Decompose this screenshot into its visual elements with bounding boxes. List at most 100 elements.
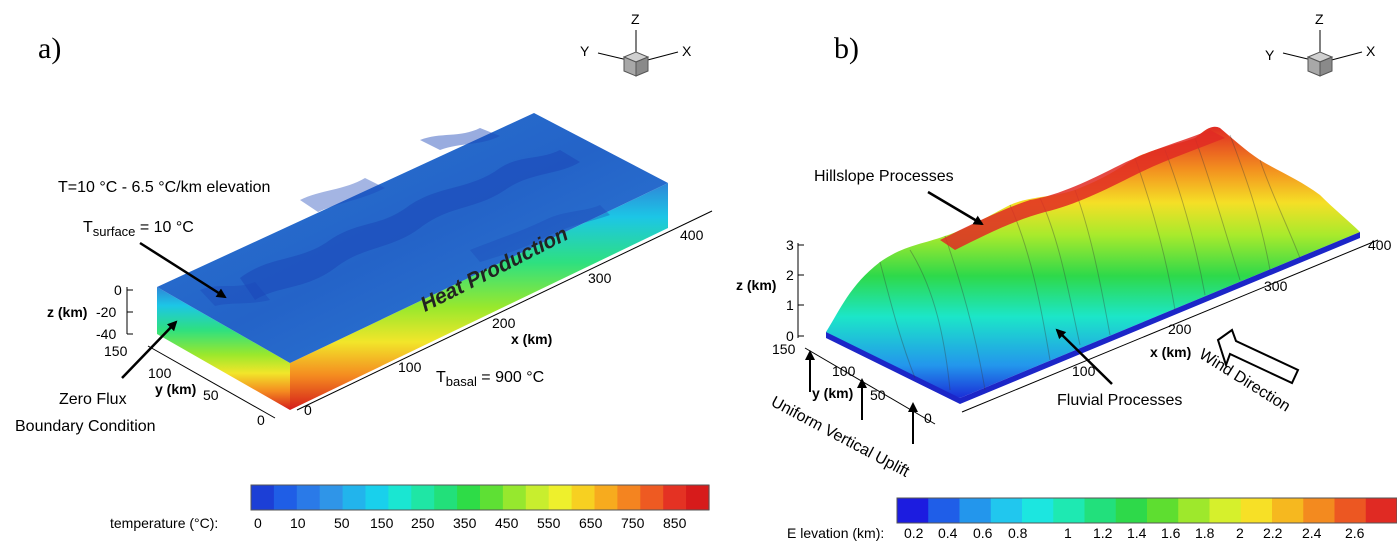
temperature-swatch [525,485,550,510]
x-axis-a: 0 100 200 300 400 x (km) [296,210,713,418]
elevation-swatch [1303,498,1336,523]
x-tick-b: 400 [1368,237,1392,253]
temperature-swatch [365,485,389,510]
z-tick-a: -20 [96,304,116,320]
temperature-tick: 150 [370,515,394,531]
z-tick-b: 0 [786,328,794,344]
elevation-swatch [1334,498,1367,523]
x-tick-a: 300 [588,270,612,286]
z-axis-a: 0 -20 -40 z (km) [47,282,133,342]
orientation-cube-icon-b: Z Y X [1265,11,1376,77]
y-axis-b: 150 100 50 0 y (km) [772,341,936,426]
z-tick-b: 2 [786,267,794,283]
elevation-tick: 0.4 [938,525,958,541]
axis-icon-z-label: Z [1315,11,1324,27]
temperature-tick: 50 [334,515,350,531]
elevation-swatch [1022,498,1054,523]
z-axis-label-a: z (km) [47,304,87,320]
x-axis-label-a: x (km) [511,331,552,347]
temperature-colorbar [250,484,710,511]
temperature-colorbar-ticks: 0 10 50 150 250 350 450 550 650 750 850 [254,515,687,531]
uplift-label: Uniform Vertical Uplift [768,394,912,481]
y-axis-a: 150 100 50 0 y (km) [104,343,276,428]
temperature-swatch [388,485,412,510]
temperature-swatch [663,485,687,510]
z-tick-a: 0 [114,282,122,298]
wind-direction-indicator: Wind Direction [1196,328,1300,416]
x-tick-a: 400 [680,227,704,243]
elevation-swatch [1053,498,1086,523]
x-tick-b: 300 [1264,278,1288,294]
hillslope-label: Hillslope Processes [814,168,954,185]
elevation-tick: 2.6 [1345,525,1365,541]
elevation-swatch [1115,498,1148,523]
x-tick-a: 0 [304,402,312,418]
y-tick-a: 0 [257,412,265,428]
elevation-swatch [1147,498,1179,523]
elevation-swatch [990,498,1023,523]
elevation-swatch [1209,498,1242,523]
temperature-tick: 750 [621,515,645,531]
elevation-tick: 1 [1064,525,1072,541]
axis-icon-z-label: Z [631,11,640,27]
elevation-tick: 0.8 [1008,525,1028,541]
axis-icon-y-label: Y [580,43,590,59]
y-tick-b: 0 [924,410,932,426]
temperature-tick: 550 [537,515,561,531]
temperature-swatch [617,485,641,510]
y-tick-a: 50 [203,387,219,403]
elevation-swatch-border [896,497,1397,524]
panel-b: b) Z Y X [736,11,1397,541]
temperature-tick: 350 [453,515,477,531]
x-tick-a: 200 [492,315,516,331]
elevation-swatch [897,498,929,523]
t-surface-label: Tsurface = 10 °C [83,219,194,239]
x-tick-a: 100 [398,359,422,375]
temperature-swatch [319,485,344,510]
temperature-tick: 10 [290,515,306,531]
temperature-tick: 0 [254,515,262,531]
temperature-swatch [502,485,527,510]
temperature-tick: 650 [579,515,603,531]
temperature-swatch [273,485,298,510]
elevation-swatch [1272,498,1304,523]
x-axis-label-b: x (km) [1150,344,1191,360]
zero-flux-arrow [121,320,178,379]
elevation-swatch [1178,498,1211,523]
z-axis-b: 3 2 1 0 z (km) [736,237,804,344]
elevation-swatch [928,498,961,523]
y-axis-label-b: y (km) [812,385,853,401]
t-basal-label: Tbasal = 900 °C [436,369,544,389]
elevation-tick: 2.4 [1302,525,1322,541]
elevation-swatch [1084,498,1117,523]
elevation-swatch [1365,498,1397,523]
hillslope-arrow [927,190,984,226]
z-tick-b: 3 [786,237,794,253]
y-tick-b: 50 [870,387,886,403]
orientation-cube-icon-a: Z Y X [580,11,692,77]
zero-flux-label-line2: Boundary Condition [15,418,156,435]
elevation-tick: 0.6 [973,525,993,541]
fluvial-arrow [1055,328,1113,385]
x-axis-b: 100 200 300 400 x (km) [961,237,1392,413]
temperature-tick: 250 [411,515,435,531]
temperature-swatch [457,485,481,510]
zero-flux-label-line1: Zero Flux [59,391,127,408]
axis-icon-x-label: X [682,43,692,59]
elevation-swatch [1240,498,1273,523]
elevation-tick: 1.6 [1161,525,1181,541]
crust-block [157,113,668,410]
temperature-tick: 450 [495,515,519,531]
y-tick-a: 100 [148,365,172,381]
panel-b-letter: b) [834,32,859,65]
temperature-swatch [594,485,618,510]
temperature-swatch [342,485,367,510]
temperature-swatch [434,485,458,510]
wind-arrow-icon [1216,328,1300,385]
t-surface-arrow [139,241,227,299]
axis-icon-x-label: X [1366,43,1376,59]
y-tick-b: 100 [832,363,856,379]
elevation-colorbar-ticks: 0.2 0.4 0.6 0.8 1 1.2 1.4 1.6 1.8 2 2.2 … [904,525,1365,541]
z-axis-label-b: z (km) [736,277,776,293]
